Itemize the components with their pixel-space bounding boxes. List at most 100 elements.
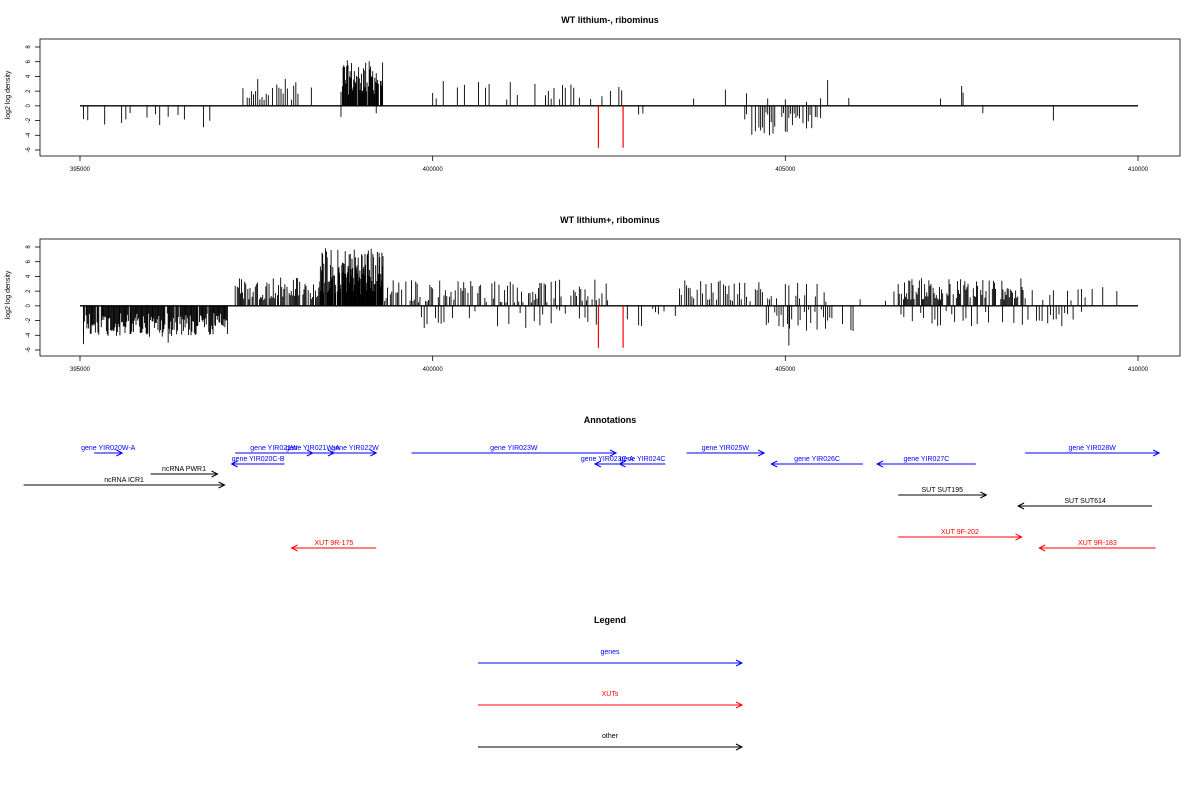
- y-tick-label: 4: [26, 74, 32, 78]
- y-tick-label: 2: [26, 89, 32, 93]
- density-panel-lithium-plus: WT lithium+, ribominus log2 log density …: [5, 215, 1181, 373]
- feature-ncrna-icr1: ncRNA ICR1: [23, 477, 226, 489]
- feature-arrow-head: [370, 449, 378, 457]
- feature-label: XUT 9R-183: [1078, 540, 1117, 547]
- x-tick-label: 405000: [775, 167, 796, 173]
- feature-label: gene YIR020W-A: [81, 445, 136, 452]
- feature-label: gene YIR021W: [250, 445, 298, 452]
- feature-label: gene YIR025W: [702, 445, 750, 452]
- feature-gene-yir023w: gene YIR023W: [411, 445, 618, 457]
- y-axis-label: log2 log density: [5, 270, 12, 319]
- legend-items: genes XUTs other: [478, 649, 744, 751]
- legend-label: XUTs: [602, 691, 619, 698]
- axis-ticks: -6 -4 -2 0 2 4 6 8 395000 400000 405000 410000: [26, 45, 1149, 173]
- feature-gene-yir020c-b: gene YIR020C-B: [230, 456, 285, 468]
- feature-arrow-head: [1016, 502, 1025, 510]
- y-tick-label: 4: [26, 274, 32, 278]
- bars-group: [80, 248, 1138, 348]
- x-tick-label: 410000: [1128, 167, 1149, 173]
- y-tick-label: -6: [26, 347, 32, 353]
- x-tick-label: 395000: [70, 167, 91, 173]
- y-tick-label: -2: [26, 317, 32, 323]
- feature-label: ncRNA ICR1: [104, 477, 144, 484]
- panel-title: WT lithium-, ribominus: [561, 15, 659, 25]
- legend-label: other: [602, 733, 619, 740]
- feature-arrow-head: [211, 470, 219, 478]
- x-tick-label: 400000: [423, 367, 444, 373]
- feature-label: gene YIR022W: [331, 445, 379, 452]
- feature-gene-yir020w-a: gene YIR020W-A: [81, 445, 136, 457]
- feature-label: gene YIR023W: [490, 445, 538, 452]
- feature-gene-yir027c: gene YIR027C: [875, 456, 976, 468]
- feature-arrow-head: [875, 460, 884, 468]
- feature-arrow-head: [618, 460, 626, 468]
- feature-arrow-head: [757, 449, 766, 457]
- feature-sut-sut195: SUT SUT195: [898, 487, 988, 499]
- axis-ticks: -6 -4 -2 0 2 4 6 8 395000 400000 405000 410000: [26, 245, 1149, 373]
- y-tick-label: 8: [26, 45, 32, 49]
- feature-arrow-head: [980, 491, 988, 499]
- x-tick-label: 405000: [775, 367, 796, 373]
- feature-label: XUT 9F-202: [941, 529, 979, 536]
- feature-gene-yir024c: gene YIR024C: [618, 456, 666, 468]
- feature-label: gene YIR026C: [794, 456, 840, 463]
- x-tick-label: 395000: [70, 367, 91, 373]
- feature-label: SUT SUT614: [1064, 498, 1106, 505]
- feature-label: gene YIR021W-A: [286, 445, 341, 452]
- feature-xut-9r-183: XUT 9R-183: [1038, 540, 1156, 552]
- bars-group: [80, 60, 1138, 148]
- feature-label: SUT SUT195: [922, 487, 964, 494]
- feature-arrow-head: [218, 481, 226, 489]
- y-tick-label: -4: [26, 332, 32, 338]
- feature-arrow-head: [609, 449, 618, 457]
- legend-arrow-head: [735, 701, 744, 709]
- feature-arrow-head: [770, 460, 778, 468]
- feature-label: ncRNA PWR1: [162, 466, 206, 473]
- y-axis-label: log2 log density: [5, 70, 12, 119]
- feature-label: gene YIR023C-A: [581, 456, 634, 463]
- feature-gene-yir028w: gene YIR028W: [1025, 445, 1161, 457]
- feature-label: gene YIR024C: [620, 456, 666, 463]
- y-tick-label: 2: [26, 289, 32, 293]
- feature-arrow-head: [1015, 533, 1023, 541]
- feature-gene-yir026c: gene YIR026C: [770, 456, 863, 468]
- feature-xut-9f-202: XUT 9F-202: [898, 529, 1023, 541]
- density-panel-lithium-minus: WT lithium-, ribominus log2 log density …: [5, 15, 1181, 173]
- feature-arrow-head: [1038, 544, 1046, 552]
- y-tick-label: 8: [26, 245, 32, 249]
- feature-gene-yir025w: gene YIR025W: [686, 445, 766, 457]
- y-tick-label: 0: [26, 104, 32, 108]
- legend: Legend genes XUTs other: [478, 615, 744, 751]
- feature-arrow-head: [1152, 449, 1161, 457]
- feature-arrow-head: [290, 544, 298, 552]
- feature-gene-yir022w: gene YIR022W: [331, 445, 379, 457]
- feature-sut-sut614: SUT SUT614: [1016, 498, 1153, 510]
- feature-arrow-head: [593, 460, 602, 468]
- legend-item-xuts: XUTs: [478, 691, 744, 709]
- feature-label: gene YIR027C: [904, 456, 950, 463]
- y-tick-label: -6: [26, 147, 32, 153]
- legend-label: genes: [600, 649, 620, 656]
- x-tick-label: 400000: [423, 167, 444, 173]
- x-tick-label: 410000: [1128, 367, 1149, 373]
- annotations-title: Annotations: [584, 415, 637, 425]
- legend-arrow-head: [735, 743, 744, 751]
- y-tick-label: 0: [26, 304, 32, 308]
- feature-gene-yir023c-a: gene YIR023C-A: [581, 456, 634, 468]
- legend-item-other: other: [478, 733, 744, 751]
- y-tick-label: 6: [26, 59, 32, 63]
- feature-arrow-head: [116, 449, 124, 457]
- plot-frame: [39, 38, 1181, 157]
- annotations-panel: Annotations gene YIR020W-A gene YIR021Wge…: [23, 415, 1161, 552]
- y-tick-label: -2: [26, 117, 32, 123]
- feature-xut-9r-175: XUT 9R-175: [290, 540, 377, 552]
- y-tick-label: -4: [26, 132, 32, 138]
- feature-ncrna-pwr1: ncRNA PWR1: [150, 466, 219, 478]
- feature-label: gene YIR020C-B: [232, 456, 285, 463]
- legend-arrow-head: [735, 659, 744, 667]
- feature-label: XUT 9R-175: [315, 540, 354, 547]
- y-tick-label: 6: [26, 259, 32, 263]
- legend-title: Legend: [594, 615, 626, 625]
